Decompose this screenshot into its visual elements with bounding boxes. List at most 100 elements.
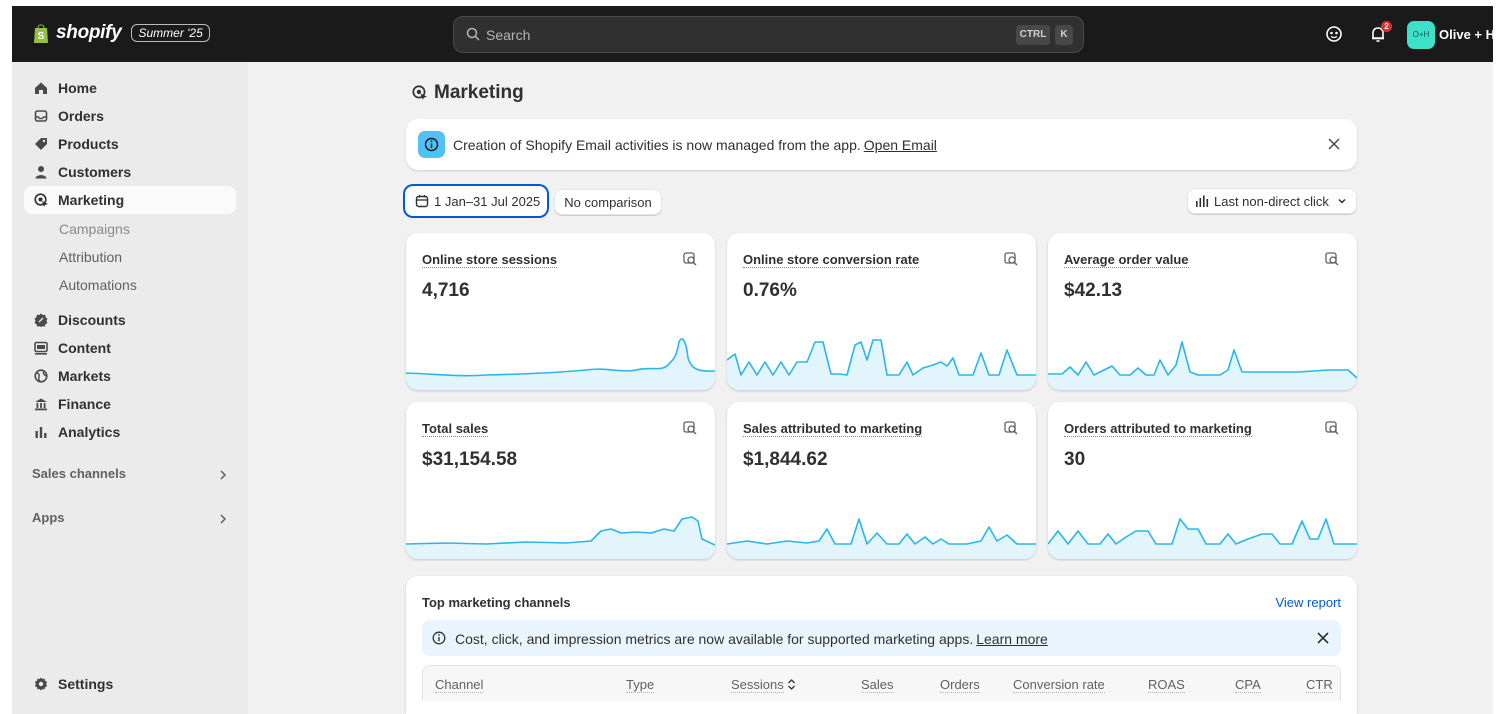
- bar-chart-icon: [24, 425, 58, 439]
- sidebar-item-customers[interactable]: Customers: [24, 158, 236, 186]
- search-placeholder: Search: [486, 27, 531, 43]
- shortcut-k: K: [1055, 25, 1073, 45]
- metric-card[interactable]: Average order value $42.13: [1048, 233, 1357, 390]
- report-icon[interactable]: [683, 252, 697, 266]
- sidebar-sub-attribution[interactable]: Attribution: [59, 249, 123, 265]
- top-marketing-channels-card: Top marketing channels View report Cost,…: [406, 576, 1357, 714]
- sidebar-item-label: Discounts: [58, 312, 126, 328]
- main-content: Marketing Creation of Shopify Email acti…: [248, 62, 1493, 714]
- metric-title[interactable]: Total sales: [422, 421, 489, 437]
- report-icon[interactable]: [1004, 252, 1018, 266]
- chevron-right-icon: [220, 470, 227, 480]
- sidebar-section-apps[interactable]: Apps: [32, 510, 228, 525]
- target-icon: [412, 85, 427, 100]
- column-header-roas[interactable]: ROAS: [1148, 677, 1185, 693]
- sidebar-item-label: Customers: [58, 164, 132, 180]
- report-icon[interactable]: [1325, 421, 1339, 435]
- sidebar-item-label: Orders: [58, 108, 104, 124]
- inbox-icon: [24, 109, 58, 123]
- bell-icon[interactable]: [1369, 25, 1387, 43]
- sidebar-item-markets[interactable]: Markets: [24, 362, 236, 390]
- sidebar: Home Orders Products Customers Marketing…: [12, 62, 248, 714]
- banner-text: Creation of Shopify Email activities is …: [453, 137, 937, 153]
- metric-title[interactable]: Online store sessions: [422, 252, 558, 268]
- close-icon[interactable]: [1316, 631, 1330, 645]
- shortcut-ctrl: CTRL: [1016, 25, 1050, 45]
- metric-title[interactable]: Sales attributed to marketing: [743, 421, 923, 437]
- chevron-right-icon: [220, 514, 227, 524]
- chevron-down-icon: [1338, 198, 1346, 204]
- notification-badge: 2: [1381, 21, 1392, 32]
- sidebar-item-label: Home: [58, 80, 97, 96]
- sort-icon: [788, 679, 796, 690]
- sidebar-item-home[interactable]: Home: [24, 74, 236, 102]
- sidebar-item-orders[interactable]: Orders: [24, 102, 236, 130]
- sidebar-item-analytics[interactable]: Analytics: [24, 418, 236, 446]
- date-range-button[interactable]: 1 Jan–31 Jul 2025: [405, 186, 547, 216]
- report-icon[interactable]: [683, 421, 697, 435]
- metric-card[interactable]: Online store conversion rate 0.76%: [727, 233, 1036, 390]
- report-icon[interactable]: [1325, 252, 1339, 266]
- search-icon: [466, 27, 480, 41]
- sidebar-item-marketing[interactable]: Marketing: [24, 186, 236, 214]
- shopify-logo[interactable]: S shopify Summer '25: [32, 22, 210, 44]
- view-report-link[interactable]: View report: [1275, 595, 1341, 610]
- column-header-conversion-rate[interactable]: Conversion rate: [1013, 677, 1105, 693]
- column-header-cpa[interactable]: CPA: [1235, 677, 1261, 693]
- column-header-channel[interactable]: Channel: [435, 677, 484, 693]
- sparkline: [727, 339, 1036, 390]
- gear-icon: [24, 677, 58, 691]
- help-icon[interactable]: [1325, 25, 1343, 43]
- shopify-bag-icon: S: [34, 24, 48, 43]
- store-avatar[interactable]: O+H: [1407, 21, 1435, 49]
- sparkline: [727, 518, 1036, 559]
- column-header-sales[interactable]: Sales: [861, 677, 894, 693]
- close-icon[interactable]: [1327, 137, 1341, 151]
- report-icon[interactable]: [1004, 421, 1018, 435]
- info-banner: Cost, click, and impression metrics are …: [422, 620, 1341, 656]
- email-banner: Creation of Shopify Email activities is …: [406, 119, 1357, 170]
- attribution-model-dropdown[interactable]: Last non-direct click: [1187, 188, 1357, 214]
- sidebar-item-products[interactable]: Products: [24, 130, 236, 158]
- metric-card[interactable]: Online store sessions 4,716: [406, 233, 715, 390]
- metric-title[interactable]: Orders attributed to marketing: [1064, 421, 1252, 437]
- page-title: Marketing: [412, 82, 524, 104]
- sparkline: [1048, 518, 1357, 559]
- edition-badge[interactable]: Summer '25: [131, 24, 210, 42]
- column-header-sessions[interactable]: Sessions: [731, 677, 796, 693]
- column-header-orders[interactable]: Orders: [940, 677, 980, 693]
- search-bar[interactable]: Search CTRL K: [453, 16, 1084, 53]
- sidebar-item-discounts[interactable]: Discounts: [24, 306, 236, 334]
- sidebar-item-settings[interactable]: Settings: [24, 670, 236, 698]
- sidebar-sub-campaigns[interactable]: Campaigns: [59, 221, 130, 237]
- metric-title[interactable]: Online store conversion rate: [743, 252, 920, 268]
- content-icon: [24, 341, 58, 355]
- sidebar-sub-automations[interactable]: Automations: [59, 277, 137, 293]
- target-icon: [24, 192, 58, 208]
- date-range-label: 1 Jan–31 Jul 2025: [434, 193, 541, 209]
- discount-icon: [24, 313, 58, 327]
- sidebar-item-label: Marketing: [58, 192, 125, 208]
- learn-more-link[interactable]: Learn more: [976, 631, 1048, 647]
- svg-text:S: S: [38, 31, 45, 42]
- sidebar-section-sales-channels[interactable]: Sales channels: [32, 466, 228, 481]
- person-icon: [24, 165, 58, 179]
- sidebar-item-finance[interactable]: Finance: [24, 390, 236, 418]
- metric-card[interactable]: Sales attributed to marketing $1,844.62: [727, 402, 1036, 559]
- store-name[interactable]: Olive + He: [1439, 27, 1503, 42]
- metric-value: $31,154.58: [422, 449, 518, 470]
- metric-value: $1,844.62: [743, 449, 828, 470]
- metric-value: 4,716: [422, 280, 470, 301]
- sidebar-item-label: Analytics: [58, 424, 121, 440]
- metric-card[interactable]: Orders attributed to marketing 30: [1048, 402, 1357, 559]
- tag-icon: [24, 137, 58, 151]
- metric-value: 0.76%: [743, 280, 797, 301]
- column-header-ctr[interactable]: CTR: [1306, 677, 1333, 693]
- comparison-button[interactable]: No comparison: [554, 189, 662, 215]
- section-label: Sales channels: [32, 466, 126, 481]
- metric-card[interactable]: Total sales $31,154.58: [406, 402, 715, 559]
- metric-title[interactable]: Average order value: [1064, 252, 1189, 268]
- sidebar-item-content[interactable]: Content: [24, 334, 236, 362]
- column-header-type[interactable]: Type: [626, 677, 655, 693]
- open-email-link[interactable]: Open Email: [863, 137, 937, 153]
